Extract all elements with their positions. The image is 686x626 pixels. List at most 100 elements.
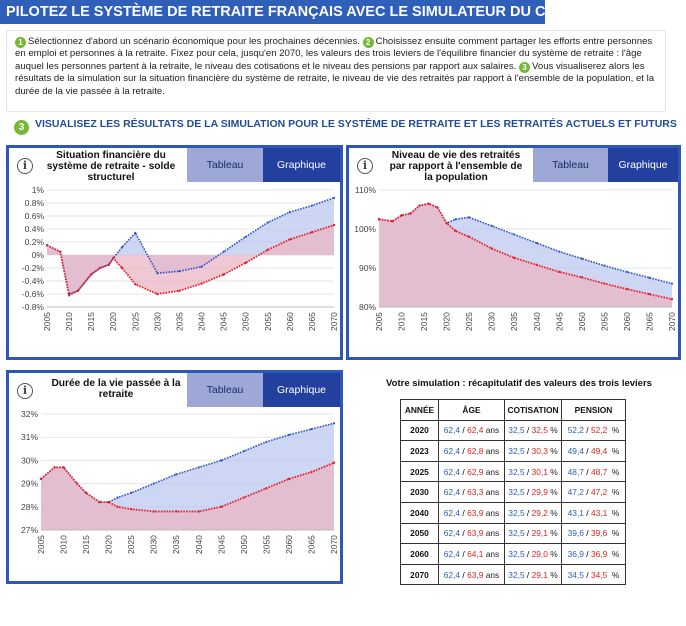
y-tick-label: 0% [32, 250, 45, 260]
red-point [39, 477, 43, 481]
tab-graphique[interactable]: Graphique [608, 148, 678, 182]
panel-solde: i Situation financière du système de ret… [6, 145, 343, 360]
y-tick-label: -0.6% [22, 289, 45, 299]
info-icon[interactable]: i [17, 158, 33, 174]
red-point [535, 263, 538, 267]
panel-duree: i Durée de la vie passée à la retraite T… [6, 370, 343, 584]
cell-pension: 49,4 / 49,4 % [561, 440, 626, 462]
cell-cotisation: 32,5 / 29,2 % [504, 501, 562, 524]
tab-graphique[interactable]: Graphique [263, 373, 340, 407]
tab-tableau[interactable]: Tableau [187, 148, 263, 182]
tab-graphique[interactable]: Graphique [263, 148, 340, 182]
blue-point [332, 422, 336, 425]
cell-cotisation: 32,5 / 29,1 % [504, 563, 562, 586]
cell-year: 2040 [400, 501, 439, 524]
red-point [265, 487, 268, 490]
cell-pension: 34,5 / 34,5 % [561, 563, 626, 586]
table-row: 2050 62,4 / 63,9 ans 32,5 / 29,1 % 39,6 / 3… [400, 522, 626, 545]
x-tick-label: 2010 [59, 535, 69, 554]
x-tick-label: 2005 [36, 535, 46, 554]
recap-header-cotisation: COTISATION [504, 399, 562, 421]
red-point [98, 500, 101, 504]
x-tick-label: 2035 [174, 312, 184, 331]
red-point [513, 256, 516, 260]
panel-title: Durée de la vie passée à la retraite [51, 378, 181, 400]
red-point [197, 510, 200, 513]
blue-point [310, 204, 314, 207]
red-point [454, 229, 457, 233]
panel-header: i Durée de la vie passée à la retraite T… [9, 373, 340, 407]
chart-solde: 1% 0.8% 0.6% 0.4% 0.2% 0% -0.2% -0.4% -0.6% -0.8%… [22, 185, 339, 331]
red-point [152, 510, 155, 513]
red-point [98, 266, 102, 270]
red-point [45, 244, 49, 247]
red-point [467, 235, 471, 238]
blue-point [332, 196, 336, 199]
x-tick-label: 2020 [442, 312, 452, 331]
x-tick-label: 2070 [329, 535, 339, 554]
step-3-badge: 3 [518, 61, 530, 73]
blue-point [220, 459, 223, 462]
x-tick-label: 2055 [261, 535, 271, 554]
x-tick-label: 2060 [284, 535, 294, 554]
cell-age: 62,4 / 63,9 ans [438, 563, 505, 586]
info-icon[interactable]: i [357, 158, 373, 174]
recap-header-pension: PENSION [561, 399, 626, 421]
red-point [89, 273, 93, 276]
blue-point [266, 221, 269, 224]
x-tick-label: 2045 [219, 312, 229, 331]
red-point [648, 292, 651, 296]
step-1-badge: 1 [15, 37, 26, 48]
results-heading: 3 VISUALISEZ LES RÉSULTATS DE LA SIMULATI… [14, 118, 677, 136]
red-point [59, 250, 62, 253]
red-point [76, 289, 80, 292]
x-tick-label: 2015 [419, 312, 429, 331]
red-point [332, 461, 336, 464]
tab-tableau[interactable]: Tableau [533, 148, 608, 182]
info-icon[interactable]: i [17, 383, 33, 399]
cell-age: 62,4 / 62,8 ans [438, 440, 505, 462]
blue-point [490, 224, 493, 227]
red-point [62, 466, 65, 469]
blue-point [670, 282, 674, 285]
x-tick-label: 2045 [216, 535, 226, 554]
red-point [287, 477, 291, 481]
x-tick-label: 2015 [86, 312, 96, 331]
cell-age: 62,4 / 62,9 ans [438, 460, 505, 483]
red-point [175, 510, 178, 513]
x-tick-label: 2050 [577, 312, 587, 331]
red-point [409, 212, 412, 215]
cell-age: 62,4 / 63,3 ans [438, 481, 505, 503]
red-point [310, 470, 313, 474]
y-tick-label: 0.6% [25, 211, 45, 221]
blue-point [120, 246, 124, 249]
step-3-text: Vous visualiserez alors les résultats de… [15, 60, 655, 97]
blue-point [116, 496, 119, 499]
x-tick-label: 2025 [464, 312, 474, 331]
page-title: PILOTEZ LE SYSTÈME DE RETRAITE FRANÇAIS … [6, 4, 545, 20]
blue-point [580, 257, 583, 260]
blue-point [152, 482, 155, 485]
x-tick-label: 2050 [239, 535, 249, 554]
red-point [418, 204, 421, 207]
x-tick-label: 2015 [81, 535, 91, 554]
step-2-text: Choisissez ensuite comment partager les … [15, 36, 653, 72]
step-3-heading-badge: 3 [14, 120, 29, 135]
step-2-badge: 2 [362, 37, 374, 48]
y-tick-label: 29% [21, 479, 38, 489]
blue-point [648, 276, 651, 279]
red-point [112, 257, 115, 260]
cell-age: 62,4 / 63,9 ans [438, 501, 505, 524]
blue-point [134, 231, 137, 234]
x-tick-label: 2055 [263, 312, 273, 331]
page-title-banner: PILOTEZ LE SYSTÈME DE RETRAITE FRANÇAIS … [0, 0, 545, 24]
y-tick-label: 80% [359, 302, 376, 312]
y-tick-label: 30% [21, 455, 38, 465]
cell-pension: 43,1 / 43,1 % [561, 501, 626, 524]
tab-tableau[interactable]: Tableau [187, 373, 263, 407]
red-point [332, 223, 336, 227]
panel-niveau: i Niveau de vie des retraités par rappor… [346, 145, 681, 360]
x-tick-label: 2060 [622, 312, 632, 331]
recap-title: Votre simulation : récapitulatif des val… [386, 378, 652, 389]
y-tick-label: -0.2% [22, 263, 45, 273]
